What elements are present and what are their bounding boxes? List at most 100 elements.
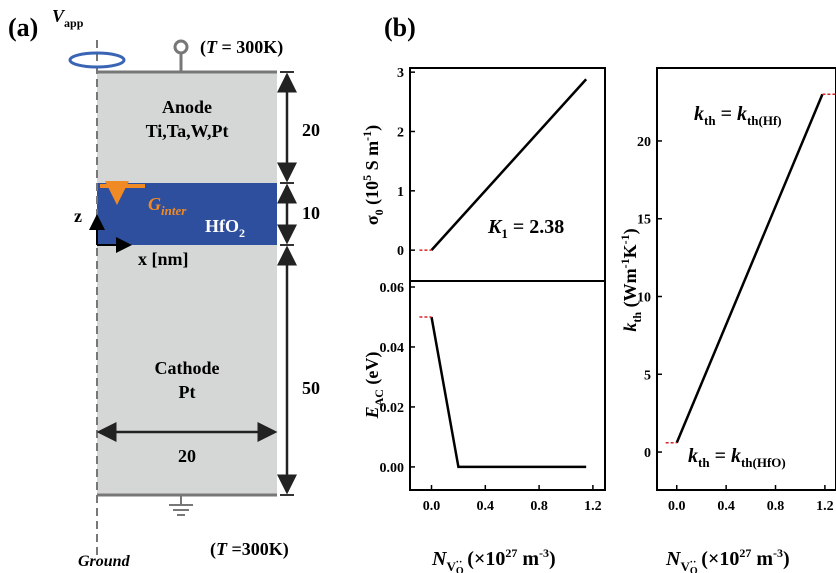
ground-label: Ground bbox=[78, 553, 131, 570]
data-line bbox=[430, 78, 588, 251]
t: T bbox=[216, 539, 228, 559]
t: HfO bbox=[205, 216, 239, 236]
t: -3 bbox=[773, 546, 783, 560]
y-tick-label: 1 bbox=[397, 185, 404, 200]
t: ( bbox=[200, 37, 206, 58]
t: K bbox=[487, 216, 503, 238]
y-tick-label: 2 bbox=[397, 125, 404, 140]
x-tick-label: 1.2 bbox=[816, 499, 834, 514]
z-label: z bbox=[74, 206, 82, 226]
t: th(Hf) bbox=[747, 113, 782, 128]
t: 5 bbox=[360, 175, 374, 181]
t: ) bbox=[620, 228, 641, 234]
t: = bbox=[710, 445, 731, 467]
t: -1 bbox=[618, 234, 632, 244]
t: 27 bbox=[739, 546, 751, 560]
x-label: x [nm] bbox=[138, 249, 189, 269]
y-tick-label: 0 bbox=[397, 244, 404, 259]
t: 2 bbox=[239, 226, 245, 240]
plot-frame bbox=[409, 67, 606, 282]
t: = 2.38 bbox=[508, 216, 564, 238]
t: (eV) bbox=[362, 352, 383, 389]
t: S m bbox=[362, 141, 382, 175]
g-inter: Ginter bbox=[148, 194, 187, 218]
t: k bbox=[731, 445, 741, 467]
y-tick-label: 5 bbox=[644, 368, 651, 383]
y-tick-label: 15 bbox=[637, 213, 651, 228]
y-tick-label: 0.02 bbox=[380, 401, 405, 416]
t: =300K) bbox=[227, 539, 289, 560]
panel-b: (b) σ0 (105 S m-1) K1 = 2.38 EAC (eV) NV… bbox=[360, 13, 836, 573]
t: th bbox=[630, 312, 644, 323]
t: k bbox=[694, 103, 704, 125]
panel-a: (a) Vapp (T = 300K) Anode Ti,Ta,W,Pt Gin… bbox=[8, 6, 320, 570]
t: E bbox=[362, 406, 382, 419]
t: σ bbox=[362, 215, 382, 225]
panel-label: (b) bbox=[384, 13, 416, 42]
t: V bbox=[680, 559, 690, 573]
t: -3 bbox=[539, 546, 549, 560]
t: ) bbox=[783, 548, 790, 570]
t: m bbox=[751, 548, 773, 570]
y-axis-label: kth (Wm-1K-1) bbox=[618, 228, 644, 331]
t: 1 bbox=[501, 226, 508, 241]
anode-materials: Ti,Ta,W,Pt bbox=[146, 121, 229, 141]
t: ·· bbox=[456, 557, 463, 568]
y-tick-label: 0 bbox=[644, 446, 651, 461]
oxide-dim: 10 bbox=[302, 203, 320, 223]
terminal bbox=[173, 39, 189, 55]
t: 0 bbox=[372, 209, 386, 215]
y-tick-label: 0.06 bbox=[380, 281, 405, 296]
y-tick-label: 10 bbox=[637, 290, 651, 305]
t: ( bbox=[210, 539, 216, 560]
t: k bbox=[737, 103, 747, 125]
data-line bbox=[430, 316, 587, 469]
oxide-label: HfO2 bbox=[205, 216, 245, 240]
t: 27 bbox=[505, 546, 517, 560]
x-axis-label: NVO·· (×1027 m-3) bbox=[431, 546, 556, 573]
t: N bbox=[665, 548, 682, 570]
y-axis-label: EAC (eV) bbox=[362, 352, 386, 420]
y-axis-label: σ0 (105 S m-1) bbox=[360, 125, 386, 225]
t: inter bbox=[161, 203, 187, 218]
plot-frame bbox=[409, 280, 606, 491]
t: -1 bbox=[618, 258, 632, 268]
oxide-layer bbox=[97, 183, 277, 245]
t: ) bbox=[549, 548, 556, 570]
y-tick-label: 0.00 bbox=[380, 461, 405, 476]
x-tick-label: 0.0 bbox=[668, 499, 686, 514]
y-tick-label: 20 bbox=[637, 135, 651, 150]
v-app-main: V bbox=[52, 6, 66, 26]
panel-label: (a) bbox=[8, 13, 38, 42]
t: G bbox=[148, 194, 161, 214]
x-tick-label: 1.2 bbox=[584, 499, 602, 514]
annotation: K1 = 2.38 bbox=[487, 216, 564, 241]
t: O bbox=[690, 566, 698, 573]
cathode-material: Pt bbox=[179, 382, 196, 402]
y-tick-label: 3 bbox=[397, 66, 404, 81]
t: = 300K) bbox=[217, 37, 283, 58]
temp-top: (T = 300K) bbox=[200, 37, 283, 58]
temp-bottom: (T =300K) bbox=[210, 539, 289, 560]
ground-symbol bbox=[169, 495, 193, 516]
t: T bbox=[206, 37, 218, 57]
t: -1 bbox=[360, 131, 374, 141]
cathode-dim: 50 bbox=[302, 378, 320, 398]
annotation: kth = kth(HfO) bbox=[688, 445, 786, 470]
t: k bbox=[620, 323, 640, 332]
t: (×10 bbox=[462, 548, 505, 570]
x-tick-label: 0.4 bbox=[477, 499, 495, 514]
t: k bbox=[688, 445, 698, 467]
t: ·· bbox=[690, 557, 697, 568]
v-app: Vapp bbox=[52, 6, 84, 30]
data-line bbox=[675, 93, 824, 444]
t: th bbox=[704, 113, 716, 128]
t: AC bbox=[372, 389, 386, 406]
t: V bbox=[446, 559, 456, 573]
anode-dim: 20 bbox=[302, 120, 320, 140]
t: ) bbox=[362, 125, 383, 131]
plot-frame bbox=[656, 67, 836, 491]
t: m bbox=[517, 548, 539, 570]
x-tick-label: 0.8 bbox=[530, 499, 548, 514]
